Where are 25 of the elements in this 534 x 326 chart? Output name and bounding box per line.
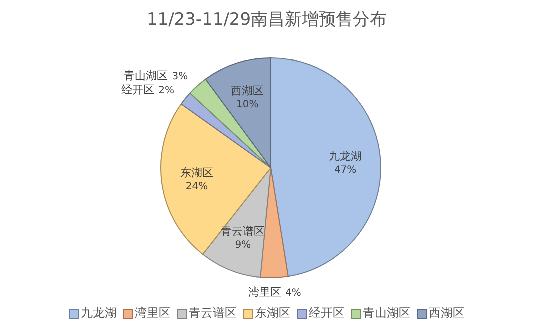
- data-label: 3%: [172, 71, 188, 82]
- data-label: 4%: [286, 288, 302, 300]
- data-label: 24%: [186, 181, 208, 192]
- pie-slice: [205, 58, 272, 168]
- slice-label: 西湖区: [231, 84, 264, 98]
- slice-label: 湾里区: [248, 286, 282, 300]
- data-label: 9%: [235, 240, 252, 252]
- pie-slice: [270, 58, 382, 278]
- slice-label: 青山湖区: [124, 69, 168, 82]
- legend-label: 青山湖区: [362, 305, 411, 322]
- slice-label: 东湖区: [180, 166, 214, 180]
- legend-label: 东湖区: [254, 305, 291, 322]
- legend-label: 湾里区: [134, 305, 171, 322]
- data-label: 2%: [158, 86, 175, 97]
- legend-label: 西湖区: [428, 305, 465, 322]
- slice-label: 青云谱区: [221, 225, 266, 238]
- legend-label: 九龙湖: [80, 305, 117, 322]
- chart-title: 11/23-11/29南昌新增预售分布: [146, 9, 388, 31]
- data-label: 47%: [334, 164, 357, 176]
- data-label: 10%: [236, 100, 259, 111]
- slice-label: 经开区: [122, 84, 155, 97]
- legend-label: 青云谱区: [188, 305, 237, 322]
- pie-slice: [190, 78, 272, 168]
- legend-label: 经开区: [308, 305, 345, 322]
- slice-label: 九龙湖: [329, 150, 362, 163]
